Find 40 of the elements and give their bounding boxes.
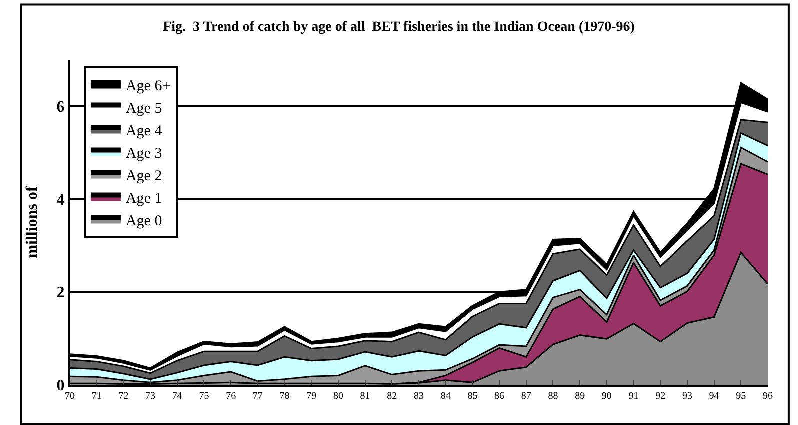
x-tick-label: 90 [602,391,612,402]
x-tick-label: 89 [575,391,586,402]
x-tick-label: 74 [172,391,182,402]
x-tick-label: 73 [146,391,156,402]
x-tick-label: 76 [226,391,236,402]
x-tick-label: 94 [709,391,720,402]
x-tick-label: 86 [494,391,505,402]
x-tick-label: 71 [92,391,102,402]
x-tick-label: 77 [252,391,263,402]
legend-label: Age 1 [126,191,162,208]
y-tick-label: 2 [56,284,65,302]
x-tick-label: 81 [360,391,370,402]
x-tick-label: 82 [387,391,398,402]
legend-label: Age 5 [126,101,162,118]
y-tick-label: 4 [56,192,65,209]
x-tick-label: 93 [682,391,692,402]
x-tick-label: 78 [280,391,290,402]
legend-label: Age 0 [126,214,162,230]
x-tick-label: 79 [306,391,317,402]
x-tick-label: 87 [521,391,532,402]
x-tick-label: 83 [414,391,424,402]
x-tick-label: 95 [736,391,746,402]
x-tick-label: 91 [628,391,639,402]
x-tick-label: 92 [656,391,666,402]
legend-label: Age 6+ [126,78,171,95]
x-tick-label: 75 [199,391,210,402]
x-tick-label: 84 [440,391,451,402]
x-tick-label: 88 [548,391,558,402]
x-tick-label: 70 [65,391,75,402]
chart-title: Fig. 3 Trend of catch by age of all BET fisheries in the Indian Ocean (1970-96) [163,20,636,36]
y-tick-label: 0 [56,378,65,395]
y-tick-label: 6 [56,99,65,116]
y-axis-title: millions of [24,186,42,258]
legend-label: Age 3 [126,146,162,162]
x-tick-label: 80 [333,391,344,402]
legend-label: Age 2 [126,168,162,185]
x-tick-label: 96 [763,391,773,402]
legend-label: Age 4 [126,124,163,140]
x-tick-label: 85 [468,391,478,402]
x-tick-label: 72 [118,391,129,402]
